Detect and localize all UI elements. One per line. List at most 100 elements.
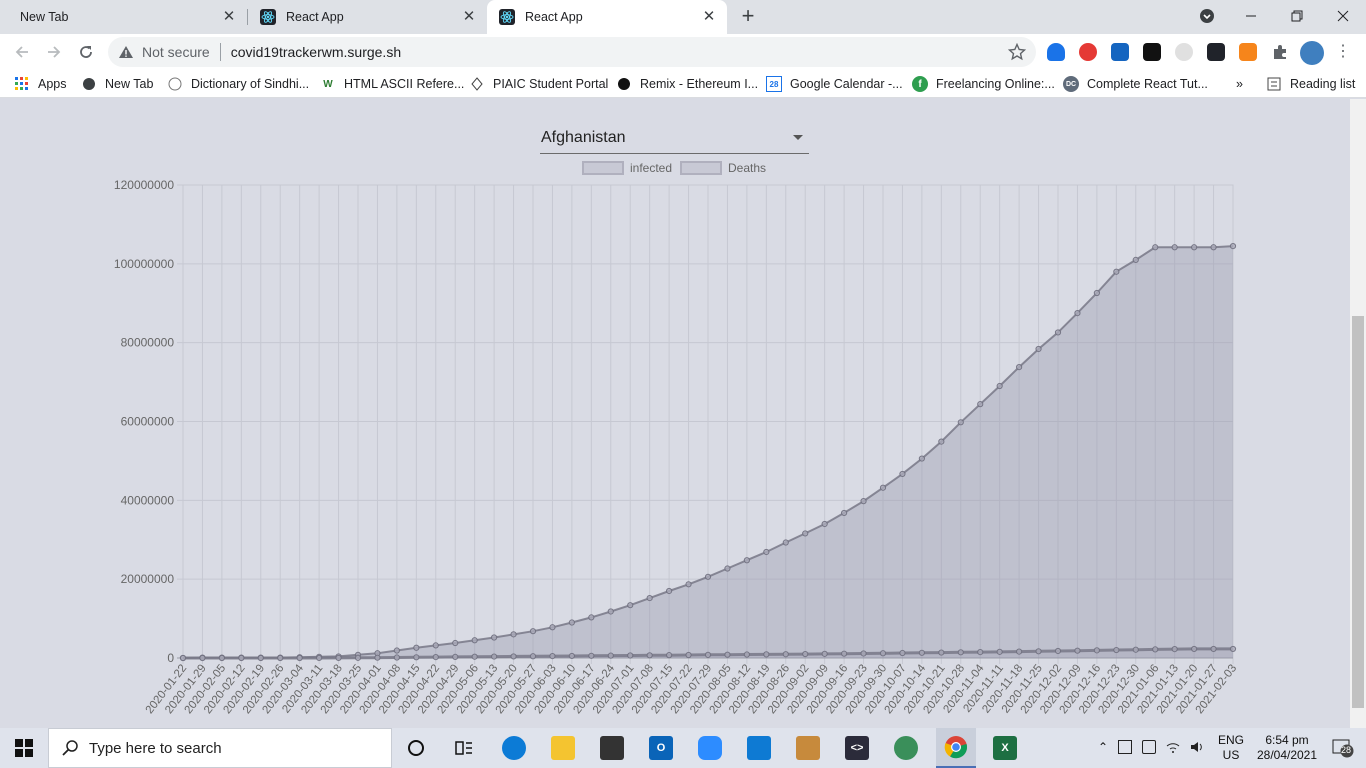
series-area-infected bbox=[183, 246, 1233, 658]
language-indicator[interactable]: ENG US bbox=[1217, 733, 1244, 762]
data-point-Deaths bbox=[1171, 645, 1178, 653]
data-point-Deaths bbox=[277, 654, 284, 662]
chrome-taskbar-button[interactable] bbox=[936, 728, 976, 768]
bookmark-dictionary-sindhi[interactable]: Dictionary of Sindhi... bbox=[167, 75, 309, 93]
vscode-icon[interactable] bbox=[747, 736, 771, 760]
wifi-icon[interactable] bbox=[1166, 740, 1180, 754]
warning-icon[interactable] bbox=[118, 45, 134, 59]
data-point-infected bbox=[1210, 244, 1217, 251]
data-point-infected bbox=[1016, 364, 1023, 371]
close-tab-icon[interactable]: ✕ bbox=[702, 8, 716, 25]
data-point-Deaths bbox=[1229, 645, 1237, 653]
battery-icon[interactable] bbox=[1142, 740, 1156, 754]
data-point-Deaths bbox=[607, 652, 614, 659]
restore-button[interactable] bbox=[1274, 0, 1320, 32]
data-point-Deaths bbox=[199, 654, 206, 662]
close-tab-icon[interactable]: ✕ bbox=[222, 8, 236, 25]
cortana-icon[interactable] bbox=[404, 736, 428, 760]
security-label[interactable]: Not secure bbox=[142, 44, 210, 60]
puzzle-extensions-icon[interactable] bbox=[1271, 43, 1289, 61]
data-point-infected bbox=[841, 509, 848, 517]
bookmark-google-calendar[interactable]: 28 Google Calendar -... bbox=[766, 75, 903, 93]
data-point-infected bbox=[588, 614, 595, 621]
globe-app-icon[interactable] bbox=[894, 736, 918, 760]
page-scrollbar[interactable] bbox=[1350, 99, 1366, 728]
network-tray-icon[interactable] bbox=[1118, 740, 1132, 754]
bookmark-star-icon[interactable] bbox=[1007, 42, 1027, 64]
file-explorer-icon[interactable] bbox=[551, 736, 575, 760]
tray-expand-icon[interactable]: ⌃ bbox=[1097, 740, 1108, 754]
bookmark-freelancing[interactable]: f Freelancing Online:... bbox=[912, 75, 1055, 93]
tab-title: React App bbox=[286, 10, 344, 24]
country-select-value: Afghanistan bbox=[541, 129, 626, 146]
tab-strip: New Tab ✕ React App ✕ React App ✕ + bbox=[0, 0, 1366, 34]
forward-arrow-icon bbox=[48, 46, 61, 58]
bookmark-html-ascii[interactable]: W HTML ASCII Refere... bbox=[320, 75, 464, 93]
shield-extension-icon[interactable] bbox=[1047, 43, 1065, 61]
piaic-icon bbox=[469, 76, 485, 92]
excel-icon[interactable]: X bbox=[993, 736, 1017, 760]
y-tick-label: 20000000 bbox=[121, 572, 175, 586]
dropdown-caret-icon[interactable] bbox=[793, 135, 803, 140]
taskbar-search[interactable]: Type here to search bbox=[48, 728, 392, 768]
data-point-Deaths bbox=[666, 652, 673, 659]
grey-extension-icon[interactable] bbox=[1175, 43, 1193, 61]
data-point-infected bbox=[1074, 310, 1081, 317]
data-point-Deaths bbox=[782, 651, 789, 658]
y-tick-label: 40000000 bbox=[121, 493, 175, 507]
back-button[interactable] bbox=[10, 40, 34, 64]
store-icon[interactable] bbox=[600, 736, 624, 760]
edge-icon[interactable] bbox=[502, 736, 526, 760]
package-icon[interactable] bbox=[796, 736, 820, 760]
reload-button[interactable] bbox=[74, 40, 98, 64]
tab-search-button[interactable] bbox=[1184, 0, 1230, 32]
data-point-infected bbox=[432, 642, 439, 649]
w-extension-icon[interactable] bbox=[1143, 43, 1161, 61]
data-point-Deaths bbox=[977, 648, 984, 656]
minimize-button[interactable] bbox=[1228, 0, 1274, 32]
bookmark-remix[interactable]: Remix - Ethereum I... bbox=[616, 75, 758, 93]
data-point-Deaths bbox=[743, 651, 750, 658]
bookmark-apps[interactable]: Apps bbox=[14, 75, 67, 93]
bookmark-piaic[interactable]: PIAIC Student Portal bbox=[469, 75, 608, 93]
tab-react-app-active[interactable]: React App ✕ bbox=[487, 0, 727, 34]
bookmark-new-tab[interactable]: New Tab bbox=[81, 75, 153, 93]
reading-list-button[interactable]: Reading list bbox=[1266, 75, 1355, 93]
metamask-icon[interactable] bbox=[1239, 43, 1257, 61]
data-point-infected bbox=[1132, 256, 1139, 263]
volume-icon[interactable] bbox=[1190, 740, 1206, 754]
menu-kebab-icon[interactable]: ⋮ bbox=[1335, 43, 1351, 60]
outlook-icon[interactable]: O bbox=[649, 736, 673, 760]
red-extension-icon[interactable] bbox=[1079, 43, 1097, 61]
close-tab-icon[interactable]: ✕ bbox=[462, 8, 476, 25]
close-window-button[interactable] bbox=[1320, 0, 1366, 32]
notification-center-icon[interactable]: 28 bbox=[1332, 738, 1354, 758]
zoom-icon[interactable] bbox=[698, 736, 722, 760]
data-point-infected bbox=[452, 639, 459, 647]
country-select[interactable]: Afghanistan bbox=[540, 121, 809, 154]
address-bar[interactable]: Not secure covid19trackerwm.surge.sh bbox=[108, 37, 1036, 67]
tab-new-tab[interactable]: New Tab ✕ bbox=[0, 0, 248, 34]
legend-item-infected[interactable]: infected bbox=[582, 161, 672, 175]
bookmark-react-tutorial[interactable]: DC Complete React Tut... bbox=[1063, 75, 1208, 93]
more-bookmarks-button[interactable]: » bbox=[1236, 75, 1243, 93]
task-view-icon[interactable] bbox=[452, 736, 476, 760]
data-point-Deaths bbox=[393, 654, 400, 661]
scrollbar-thumb[interactable] bbox=[1352, 316, 1364, 708]
profile-avatar[interactable] bbox=[1300, 41, 1324, 65]
code-app-icon[interactable]: <> bbox=[845, 736, 869, 760]
new-tab-button[interactable]: + bbox=[741, 3, 755, 28]
legend-item-deaths[interactable]: Deaths bbox=[680, 161, 766, 175]
page-content: 120000000 100000000 80000000 60000000 400000… bbox=[0, 99, 1350, 728]
blue-extension-icon[interactable] bbox=[1111, 43, 1129, 61]
data-point-infected bbox=[1152, 244, 1159, 251]
calendar-icon: 28 bbox=[766, 76, 782, 92]
chrome-icon bbox=[944, 736, 968, 759]
windows-start-icon[interactable] bbox=[12, 736, 36, 760]
clock[interactable]: 6:54 pm 28/04/2021 bbox=[1256, 733, 1318, 762]
url-text[interactable]: covid19trackerwm.surge.sh bbox=[230, 44, 402, 60]
forward-button[interactable] bbox=[42, 40, 66, 64]
data-point-Deaths bbox=[724, 651, 731, 658]
react-devtools-icon[interactable] bbox=[1207, 43, 1225, 61]
tab-react-app[interactable]: React App ✕ bbox=[248, 0, 488, 34]
